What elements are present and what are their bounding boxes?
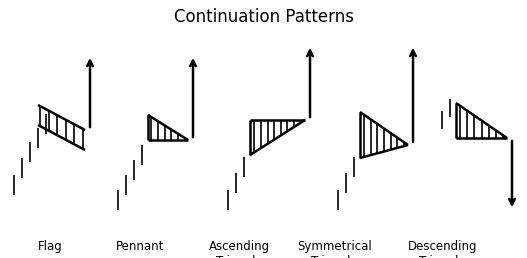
Text: Flag: Flag [38,240,62,253]
Text: Continuation Patterns: Continuation Patterns [173,8,354,26]
Text: Pennant: Pennant [115,240,164,253]
Text: Descending
Triangle: Descending Triangle [408,240,477,258]
Text: Symmetrical
Triangle: Symmetrical Triangle [297,240,372,258]
Text: Ascending
Triangle: Ascending Triangle [209,240,270,258]
